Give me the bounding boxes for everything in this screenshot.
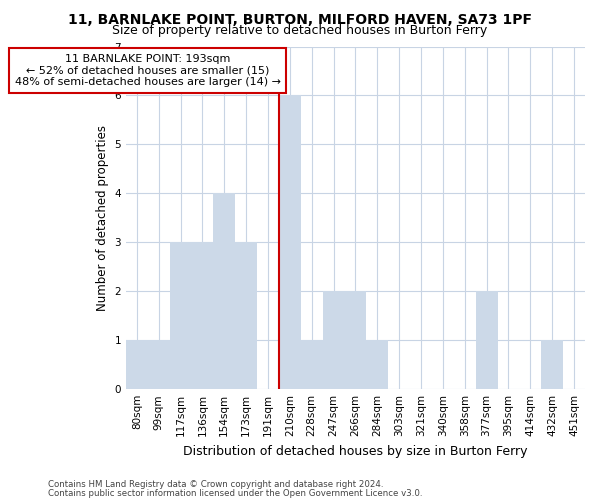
Bar xyxy=(214,194,235,389)
Bar xyxy=(191,242,214,389)
Text: Contains public sector information licensed under the Open Government Licence v3: Contains public sector information licen… xyxy=(48,488,422,498)
Y-axis label: Number of detached properties: Number of detached properties xyxy=(96,125,109,311)
Bar xyxy=(148,340,170,389)
Bar xyxy=(323,292,344,389)
Text: Contains HM Land Registry data © Crown copyright and database right 2024.: Contains HM Land Registry data © Crown c… xyxy=(48,480,383,489)
Bar xyxy=(344,292,367,389)
X-axis label: Distribution of detached houses by size in Burton Ferry: Distribution of detached houses by size … xyxy=(183,444,527,458)
Bar xyxy=(541,340,563,389)
Bar xyxy=(170,242,191,389)
Bar xyxy=(476,292,497,389)
Text: 11 BARNLAKE POINT: 193sqm
← 52% of detached houses are smaller (15)
48% of semi-: 11 BARNLAKE POINT: 193sqm ← 52% of detac… xyxy=(15,54,281,87)
Bar xyxy=(235,242,257,389)
Bar xyxy=(126,340,148,389)
Bar xyxy=(301,340,323,389)
Text: 11, BARNLAKE POINT, BURTON, MILFORD HAVEN, SA73 1PF: 11, BARNLAKE POINT, BURTON, MILFORD HAVE… xyxy=(68,12,532,26)
Text: Size of property relative to detached houses in Burton Ferry: Size of property relative to detached ho… xyxy=(112,24,488,37)
Bar xyxy=(279,96,301,389)
Bar xyxy=(367,340,388,389)
